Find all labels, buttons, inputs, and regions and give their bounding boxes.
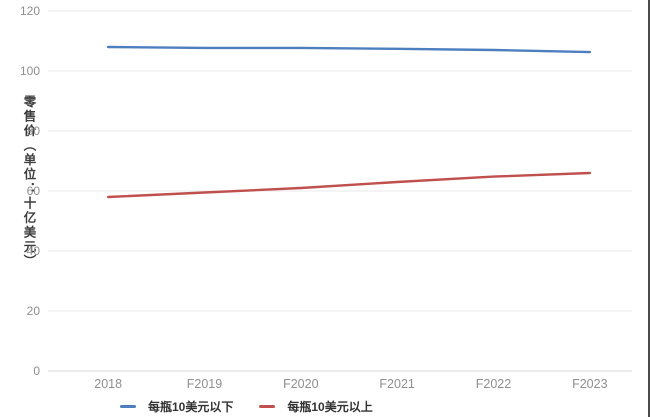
y-axis-label: 零售价（单位：十亿美元） <box>21 95 36 269</box>
y-tick-80: 80 <box>26 124 40 138</box>
y-tick-100: 100 <box>19 64 40 78</box>
legend-item-0: 每瓶10美元以下 <box>120 398 233 415</box>
legend-label: 每瓶10美元以上 <box>287 400 373 414</box>
x-tick-F2023: F2023 <box>572 377 608 391</box>
x-tick-F2021: F2021 <box>379 377 415 391</box>
y-tick-20: 20 <box>26 304 40 318</box>
x-tick-F2020: F2020 <box>283 377 319 391</box>
x-tick-F2019: F2019 <box>186 377 223 391</box>
series-line-1 <box>106 171 592 199</box>
x-tick-F2022: F2022 <box>475 377 512 391</box>
legend-swatch-icon <box>259 405 276 408</box>
x-tick-2018: 2018 <box>94 377 123 391</box>
legend-item-1: 每瓶10美元以上 <box>259 398 373 415</box>
chart-legend: 每瓶10美元以下 每瓶10美元以上 <box>120 398 373 415</box>
legend-swatch-icon <box>120 405 136 408</box>
y-tick-60: 60 <box>26 184 40 198</box>
y-tick-40: 40 <box>26 244 40 258</box>
series-line-0 <box>106 45 592 54</box>
y-tick-0: 0 <box>33 364 40 378</box>
legend-label: 每瓶10美元以下 <box>148 400 234 414</box>
y-tick-120: 120 <box>19 4 40 18</box>
